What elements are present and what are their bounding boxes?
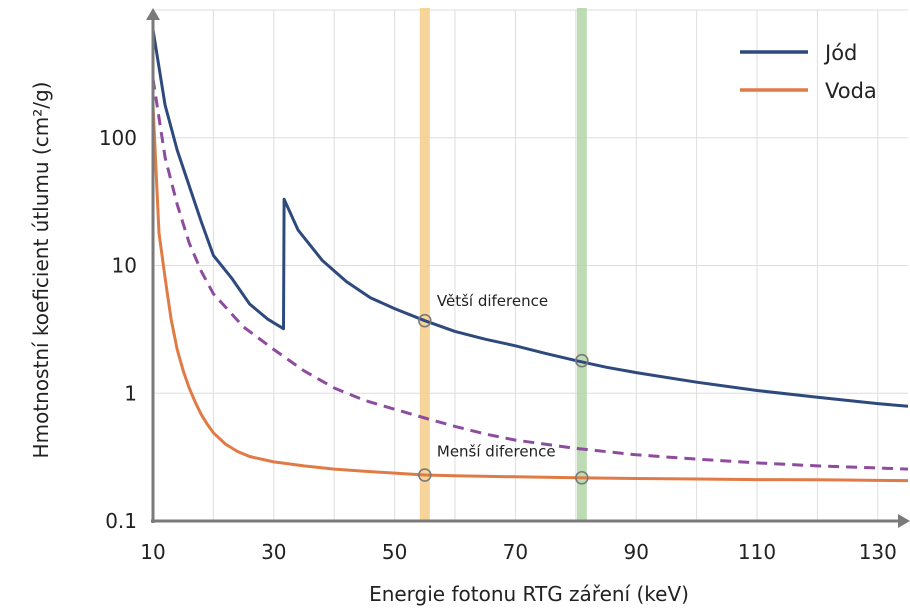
y-tick-label: 0.1 (105, 509, 137, 533)
x-axis-arrow (898, 514, 910, 528)
y-tick-label: 100 (99, 126, 137, 150)
highlight-bands (419, 8, 587, 521)
legend-label-jód: Jód (823, 41, 857, 65)
marker-point (417, 313, 432, 328)
annotation-label: Větší diference (437, 292, 548, 310)
legend-label-voda: Voda (825, 79, 877, 103)
y-axis-arrow (146, 8, 160, 20)
x-tick-label: 110 (738, 540, 776, 564)
series-lines (151, 29, 909, 483)
legend: Jód Voda (740, 41, 877, 103)
x-tick-label: 50 (382, 540, 407, 564)
x-tick-label: 70 (503, 540, 528, 564)
series-line-dashed (151, 78, 909, 471)
x-axis-title: Energie fotonu RTG záření (keV) (369, 582, 689, 606)
y-tick-label: 10 (112, 254, 137, 278)
annotation-label: Menší diference (437, 442, 556, 460)
series-line-voda (151, 105, 909, 483)
y-tick-label: 1 (124, 381, 137, 405)
marker-point (417, 468, 432, 482)
x-tick-label: 30 (261, 540, 286, 564)
x-tick-label: 90 (623, 540, 648, 564)
marker-point (575, 353, 589, 368)
highlight-band-1 (419, 8, 430, 521)
annotations: Větší diference Menší diference (437, 292, 556, 460)
axes (146, 8, 910, 528)
y-axis-title: Hmotnostní koeficient útlumu (cm²/g) (29, 82, 53, 459)
marker-points (417, 313, 589, 485)
x-tick-label: 10 (140, 540, 165, 564)
highlight-band-2 (576, 8, 587, 521)
x-tick-label: 130 (859, 540, 897, 564)
marker-point (575, 470, 589, 485)
series-line-jód (151, 29, 909, 408)
